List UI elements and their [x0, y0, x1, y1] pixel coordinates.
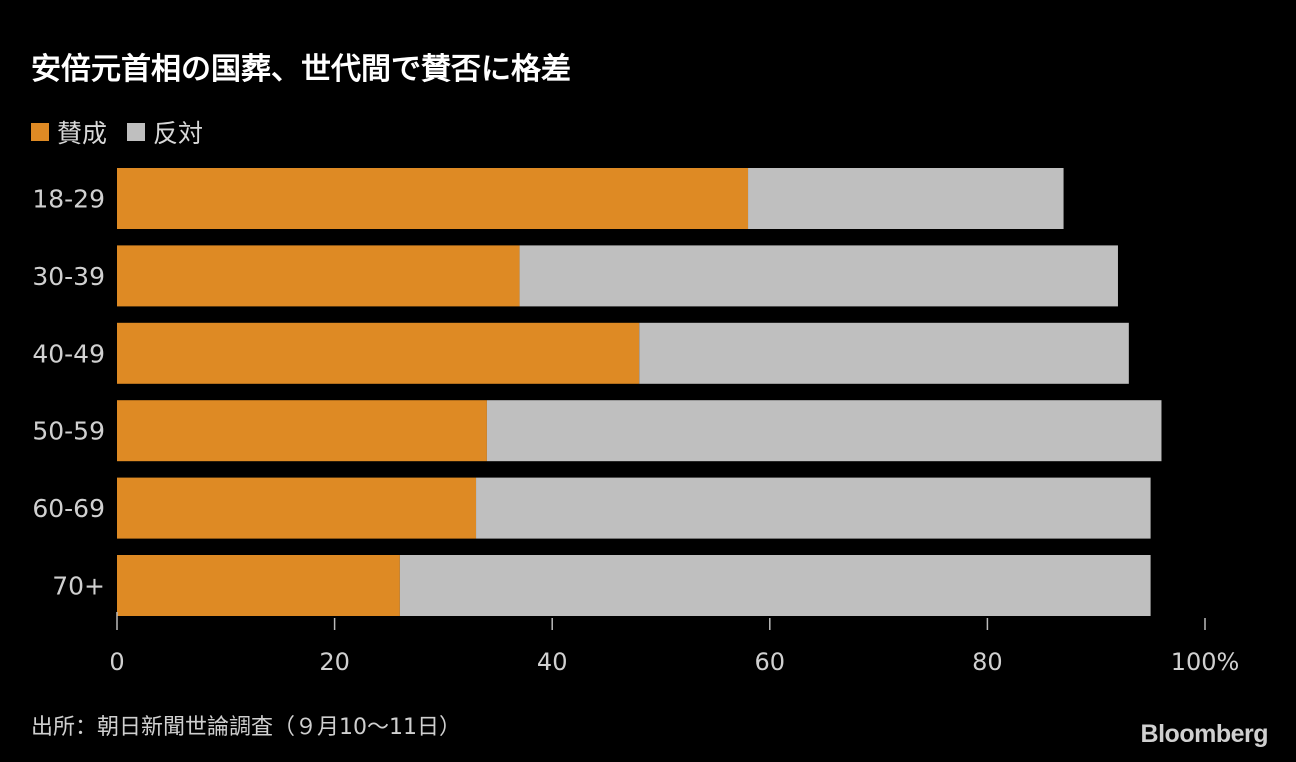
bar-support-18-29: [117, 168, 749, 229]
legend-item-oppose: 反対: [127, 114, 203, 150]
bar-oppose-50-59: [486, 400, 1162, 462]
bar-oppose-18-29: [748, 168, 1064, 229]
legend-label-oppose: 反対: [153, 119, 204, 148]
legend-swatch-support: [31, 123, 49, 141]
category-label-50-59: 50-59: [32, 417, 105, 446]
bar-support-30-39: [117, 245, 520, 307]
legend-label-support: 賛成: [57, 119, 108, 148]
x-tick-label-5: 100%: [1171, 648, 1240, 676]
bar-oppose-30-39: [519, 245, 1118, 307]
bar-support-40-49: [117, 322, 640, 384]
bar-chart: 18-29 30-39 40-49 50-59 60-69 70+ 0 20 40 60 80 100…: [32, 168, 1240, 676]
x-tick-label-3: 60: [755, 648, 786, 676]
bar-support-70+: [117, 555, 400, 616]
legend-item-support: 賛成: [31, 114, 107, 150]
bar-oppose-60-69: [476, 477, 1151, 539]
bloomberg-logo: Bloomberg: [1140, 720, 1269, 748]
chart-title: 安倍元首相の国葬、世代間で賛否に格差: [31, 52, 571, 87]
source-note: 出所：朝日新聞世論調査（９月10～11日）: [31, 715, 461, 740]
x-tick-label-2: 40: [537, 648, 568, 676]
legend: 賛成 反対: [31, 114, 223, 150]
bar-oppose-40-49: [639, 322, 1129, 384]
bar-support-60-69: [117, 477, 477, 539]
category-label-40-49: 40-49: [32, 339, 105, 368]
bar-oppose-70+: [399, 555, 1151, 616]
category-label-60-69: 60-69: [32, 494, 105, 523]
x-tick-label-1: 20: [319, 648, 350, 676]
category-label-70+: 70+: [52, 572, 105, 601]
legend-swatch-oppose: [127, 123, 146, 141]
bar-support-50-59: [117, 400, 487, 462]
x-tick-label-4: 80: [972, 648, 1003, 676]
category-label-30-39: 30-39: [32, 262, 105, 291]
category-label-18-29: 18-29: [32, 185, 105, 214]
x-tick-label-0: 0: [109, 648, 124, 676]
